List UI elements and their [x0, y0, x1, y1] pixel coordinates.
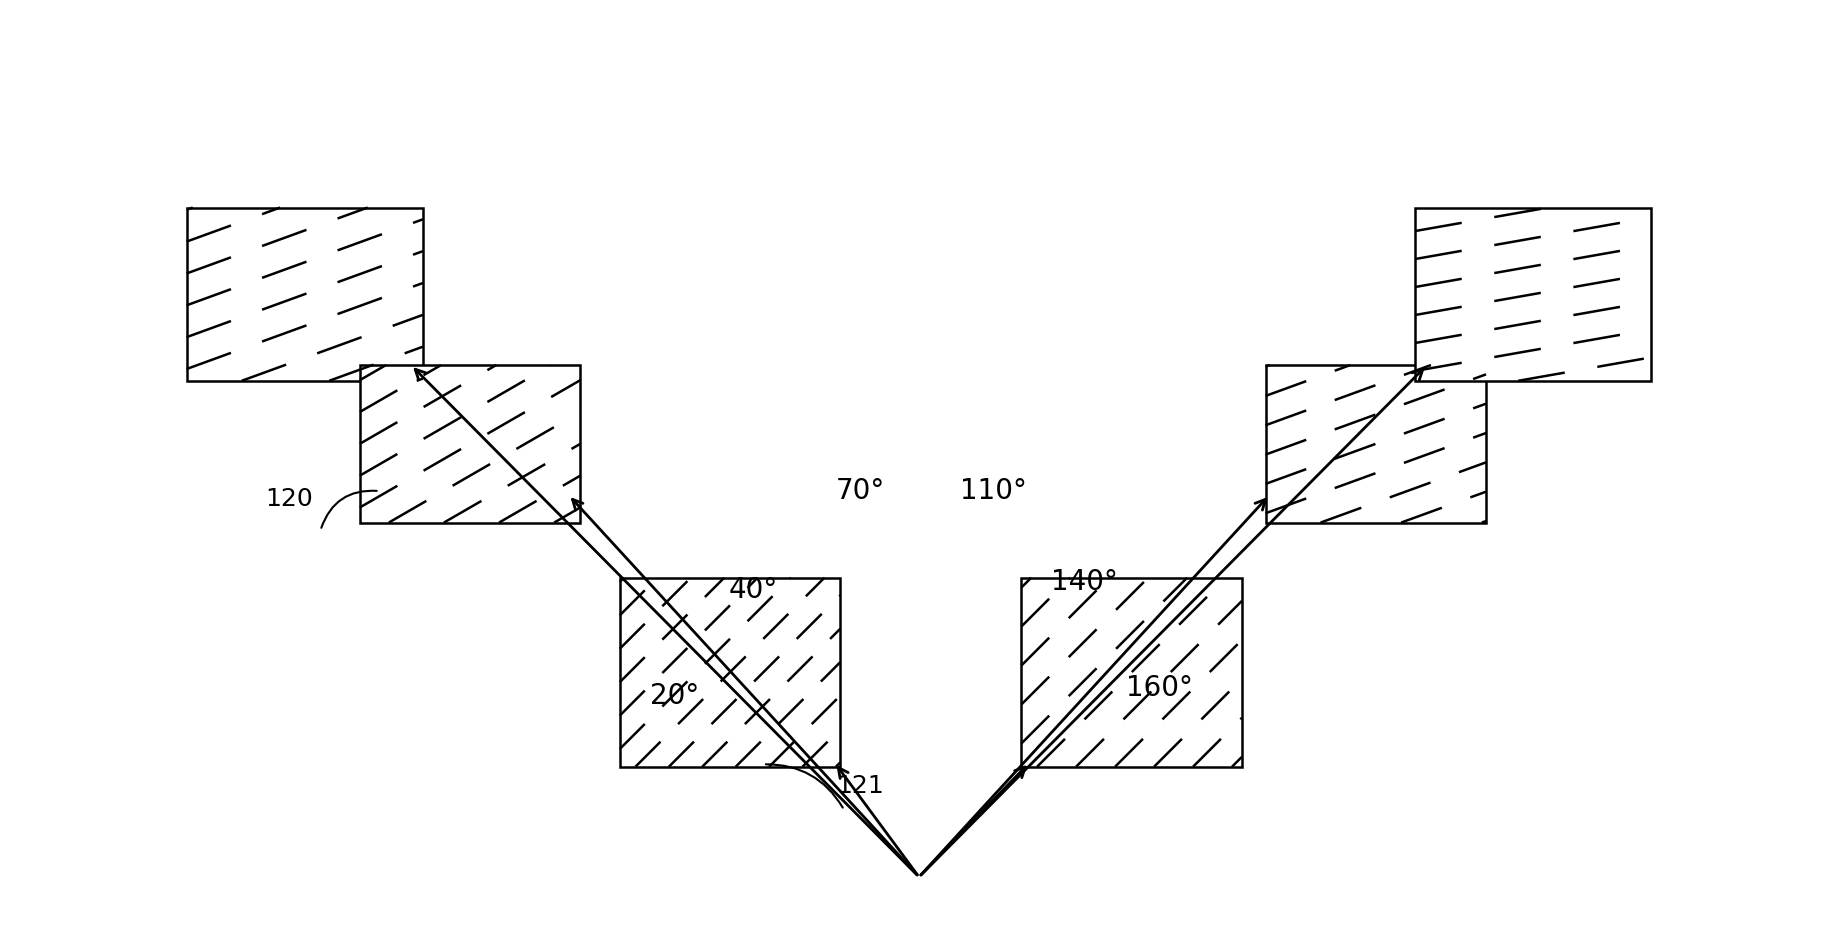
Bar — [1415, 208, 1651, 381]
Bar — [1266, 365, 1487, 523]
Text: 120: 120 — [265, 487, 312, 511]
Text: 121: 121 — [836, 774, 884, 798]
Bar — [1022, 578, 1242, 767]
Text: 110°: 110° — [961, 477, 1027, 505]
Bar — [619, 578, 840, 767]
Bar — [360, 365, 581, 523]
Text: 140°: 140° — [1051, 567, 1118, 596]
Bar — [187, 208, 423, 381]
Text: 20°: 20° — [651, 682, 700, 710]
Text: 160°: 160° — [1125, 674, 1193, 702]
Text: 70°: 70° — [834, 477, 884, 505]
Text: 40°: 40° — [730, 576, 777, 603]
